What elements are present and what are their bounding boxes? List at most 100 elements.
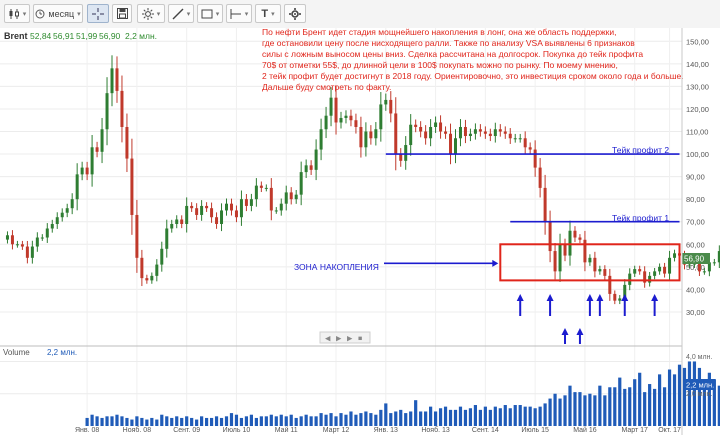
scroll-right-icon[interactable]: ▶ [336,336,342,343]
candle-body [419,126,423,132]
last-price-badge [682,253,710,264]
candle-body [518,138,522,140]
candle-body [702,271,706,273]
volume-bar [100,417,104,426]
candle-body [205,205,209,209]
volume-bar [528,406,532,426]
volume-bar [254,417,258,426]
candle-body [45,228,49,238]
chart-type-button[interactable]: ▾ [4,4,30,23]
save-button[interactable] [112,4,132,23]
shapes-button[interactable]: ▾ [197,4,223,23]
period-select[interactable]: месяц ▾ [33,4,83,23]
draw-line-button[interactable]: ▾ [168,4,194,23]
candle-body [588,257,592,263]
chevron-down-icon: ▾ [77,10,81,18]
time-axis: Янв. 08 Нояб. 08 Сент. 09 Июль 10 Май 11 Март… [75,426,681,434]
chevron-down-icon: ▾ [22,10,27,18]
scroll-end-icon[interactable]: ▶ [347,336,353,343]
candle-body [185,205,189,224]
crosshair-button[interactable] [87,4,109,23]
candle-body [329,97,333,116]
price-axis-label: 60,00 [686,240,705,249]
annotation-line: По нефти Брент идет стадия мощнейшего на… [262,28,617,37]
settings-button[interactable] [284,4,306,23]
volume-bar [249,414,253,426]
volume-axis-label: 4,0 млн. [686,354,712,361]
candle-body [10,235,14,245]
candle-body [498,129,502,132]
volume-bar [618,377,622,426]
volume-bar [463,409,468,426]
volume-value: 2,2 млн. [47,348,77,357]
candle-body [668,257,672,274]
candle-body [25,246,29,258]
volume-bar [204,417,209,426]
annotation-text: По нефти Брент идет стадия мощнейшего на… [262,28,684,92]
candle-body [503,131,507,134]
lines-button[interactable]: ▾ [226,4,252,23]
candle-body [384,99,388,105]
candle-body [558,244,562,272]
chart-background [0,28,720,435]
candle-body [633,269,637,274]
candle-body [593,257,597,272]
volume-bar [239,417,244,426]
volume-bar [433,411,438,426]
volume-bar [160,414,164,426]
scroll-left-icon[interactable]: ◀ [325,336,331,343]
volume-bar [180,417,184,426]
candle-body [314,149,318,170]
volume-bar [404,413,408,426]
volume-bar [633,379,637,426]
time-axis-label: Июль 15 [521,427,549,434]
volume-bar [294,417,298,426]
candle-body [120,90,124,127]
volume-bar [558,398,562,426]
candle-body [449,133,453,155]
scroll-reset-icon[interactable]: ■ [358,336,362,343]
volume-bar [448,409,453,426]
candle-body [453,138,457,155]
volume-bar [682,367,687,426]
annotation-line: Дальше буду смотреть по факту. [262,82,391,92]
chevron-down-icon: ▾ [186,10,191,18]
price-axis-label: 30,00 [686,308,705,317]
volume-bar [523,406,527,426]
volume-bar [608,387,612,426]
volume-bar [503,405,507,426]
candle-body [578,237,582,240]
volume-bar [583,395,587,426]
candle-body [663,266,667,274]
indicators-button[interactable]: ▾ [137,4,165,23]
volume-bar [643,392,647,426]
volume-bar [155,419,159,426]
volume-bar [324,414,328,426]
candle-body [100,129,104,152]
candle-body [294,194,298,200]
candle-body [364,131,368,148]
volume-bar [354,414,358,426]
volume-bar [110,416,114,426]
time-axis-label: Окт. 17 [658,427,681,434]
volume-bar [269,414,273,426]
volume-bar [264,416,268,426]
candle-body [463,126,467,137]
candle-body [105,93,109,130]
volume-bar [195,419,199,426]
legend-volume: 2,2 млн. [125,31,157,41]
volume-bar [419,411,423,426]
price-axis-label: 40,00 [686,285,705,294]
volume-bar [170,417,174,426]
candle-body [394,113,398,155]
candle-body [135,214,139,258]
volume-bar [538,406,542,426]
price-axis-label: 110,00 [686,128,708,137]
candle-body [220,210,224,224]
legend-symbol: Brent [4,31,28,41]
text-tool-button[interactable]: T ▾ [255,4,281,23]
price-chart[interactable]: 30,00 40,00 50,00 60,00 70,00 80,00 90,00 100,0… [0,28,720,435]
candle-body [284,192,288,204]
volume-bar [702,379,707,426]
candle-body [65,208,69,213]
